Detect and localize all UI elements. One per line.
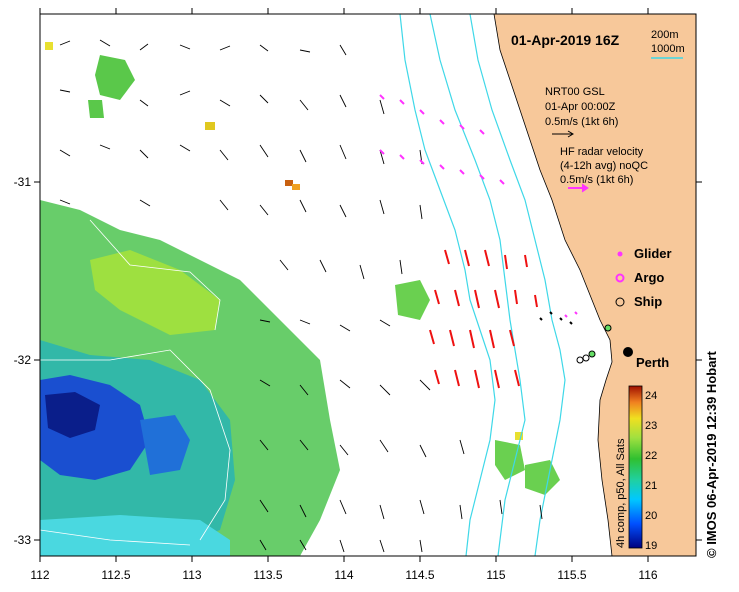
colorbar-tick: 20 bbox=[645, 510, 657, 522]
colorbar-tick: 24 bbox=[645, 390, 657, 402]
glider-icon bbox=[617, 251, 623, 257]
glider-track bbox=[379, 94, 505, 185]
observation-markers bbox=[539, 311, 633, 364]
map-title: 01-Apr-2019 16Z bbox=[511, 32, 620, 48]
y-tick-label: -31 bbox=[14, 175, 32, 189]
nrt-line2: 01-Apr 00:00Z bbox=[545, 101, 616, 113]
colorbar-tick: 22 bbox=[645, 450, 657, 462]
x-tick-label: 115 bbox=[486, 568, 505, 582]
hf-line1: HF radar velocity bbox=[560, 146, 644, 158]
ship-icon bbox=[615, 297, 625, 307]
map-frame bbox=[39, 13, 697, 557]
y-axis-labels: -31 -32 -33 bbox=[14, 175, 32, 547]
colorbar-tick: 19 bbox=[645, 540, 657, 552]
hf-line3: 0.5m/s (1kt 6h) bbox=[560, 174, 633, 186]
colorbar: 24 23 22 21 20 19 4h comp, p50, All Sats bbox=[615, 385, 657, 552]
marker-legend: Glider Argo Ship bbox=[615, 246, 672, 309]
x-tick-label: 116 bbox=[638, 568, 657, 582]
sst-fronts bbox=[40, 219, 231, 546]
depth-200m-label: 200m bbox=[651, 29, 679, 41]
coastline-land bbox=[493, 14, 696, 556]
y-tick-label: -32 bbox=[14, 353, 32, 367]
hf-line2: (4-12h avg) noQC bbox=[560, 160, 648, 172]
nrt-legend: NRT00 GSL 01-Apr 00:00Z 0.5m/s (1kt 6h) bbox=[545, 86, 618, 138]
colorbar-label: 4h comp, p50, All Sats bbox=[615, 438, 627, 548]
colorbar-tick: 23 bbox=[645, 420, 657, 432]
x-axis-labels: 112 112.5 113 113.5 114 114.5 115 115.5 … bbox=[30, 568, 657, 582]
argo-label: Argo bbox=[634, 270, 664, 285]
x-tick-label: 114 bbox=[334, 568, 353, 582]
x-tick-label: 113 bbox=[182, 568, 201, 582]
city-label: Perth bbox=[636, 355, 669, 370]
y-tick-label: -33 bbox=[14, 533, 32, 547]
hf-radar-arrows bbox=[429, 249, 538, 389]
axis-ticks bbox=[34, 8, 702, 562]
x-tick-label: 112.5 bbox=[101, 568, 130, 582]
x-tick-label: 113.5 bbox=[253, 568, 282, 582]
nrt-line1: NRT00 GSL bbox=[545, 86, 605, 98]
sst-field bbox=[40, 42, 560, 556]
isobaths bbox=[399, 14, 566, 556]
x-tick-label: 112 bbox=[30, 568, 49, 582]
argo-icon bbox=[615, 273, 625, 283]
nrt-line3: 0.5m/s (1kt 6h) bbox=[545, 116, 618, 128]
model-current-arrows bbox=[59, 39, 543, 553]
depth-1000m-label: 1000m bbox=[651, 43, 685, 55]
hf-legend: HF radar velocity (4-12h avg) noQC 0.5m/… bbox=[560, 146, 648, 193]
x-tick-label: 115.5 bbox=[557, 568, 586, 582]
credit-text: © IMOS 06-Apr-2019 12:39 Hobart bbox=[704, 351, 719, 558]
ship-label: Ship bbox=[634, 294, 662, 309]
depth-legend: 200m 1000m bbox=[651, 29, 685, 59]
glider-label: Glider bbox=[634, 246, 672, 261]
x-tick-label: 114.5 bbox=[405, 568, 434, 582]
colorbar-tick: 21 bbox=[645, 480, 657, 492]
